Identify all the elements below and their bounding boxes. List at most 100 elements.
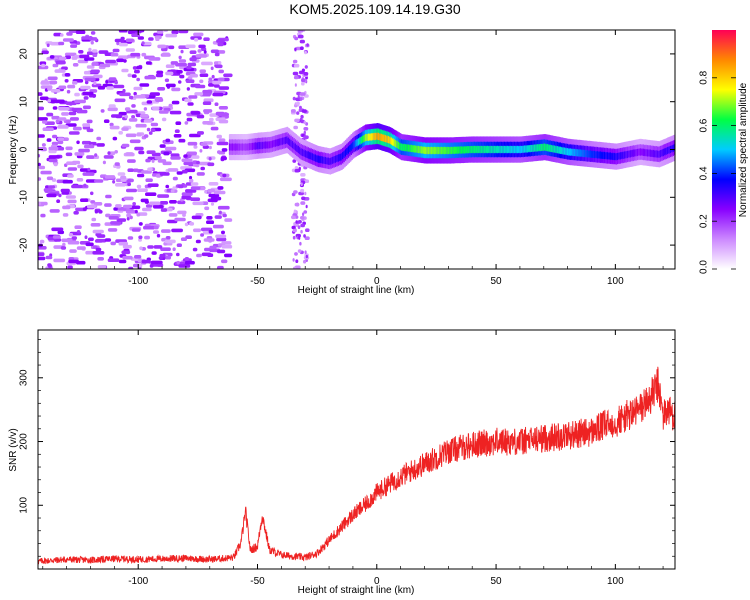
spectrogram-noise-cell [186, 151, 197, 156]
spectrogram-noise-cell [38, 92, 43, 96]
spectrogram-noise-cell [217, 42, 224, 47]
spectrogram-noise-cell [40, 170, 52, 175]
spectrogram-noise-cell [295, 259, 299, 263]
spectrogram-noise-cell [131, 228, 141, 232]
spectrogram-noise-cell [178, 264, 191, 268]
spectrogram-noise-cell [143, 119, 153, 123]
spectrogram-noise-cell [38, 256, 46, 261]
spectrogram-noise-cell [217, 150, 221, 154]
spectrogram-noise-cell [74, 152, 85, 156]
spectrogram-noise-cell [115, 183, 126, 187]
spectrogram-noise-cell [87, 167, 91, 172]
spectrogram-noise-cell [126, 216, 130, 221]
spectrogram-noise-cell [62, 242, 66, 247]
spectrogram-noise-cell [214, 215, 222, 219]
spectrogram-noise-cell [169, 200, 177, 204]
spectrogram-noise-cell [114, 162, 120, 166]
spectrogram-noise-cell [50, 41, 61, 46]
spectrogram-noise-cell [78, 50, 84, 54]
spectrogram-noise-cell [217, 77, 225, 82]
spectrogram-noise-cell [48, 185, 56, 189]
spectrogram-noise-cell [129, 215, 133, 220]
spectrogram-noise-cell [49, 209, 60, 213]
spectrogram-noise-cell [294, 168, 300, 173]
spectrogram-noise-cell [217, 112, 229, 117]
spectrogram-noise-cell [293, 75, 299, 80]
spectrogram-noise-cell [107, 107, 118, 112]
spectrogram-noise-cell [38, 201, 41, 206]
spectrogram-noise-cell [220, 156, 227, 161]
colorbar-axis: 0.0 0.2 0.4 0.6 0.8 [699, 70, 736, 274]
spectrogram-noise-cell [82, 105, 91, 110]
spectrogram-noise-cell [160, 247, 171, 251]
spectrogram-noise-cell [136, 132, 142, 137]
spectrogram-noise-cell [221, 244, 233, 249]
spectrogram-noise-cell [80, 85, 91, 90]
spectrogram-noise-cell [296, 101, 300, 106]
spectrogram-noise-cell [96, 136, 102, 141]
spectrogram-noise-cell [103, 119, 110, 123]
spectrogram-noise-cell [82, 172, 95, 176]
spectrogram-noise-cell [72, 63, 79, 67]
spectrogram-noise-cell [218, 210, 222, 215]
spectrogram-noise-cell [62, 38, 74, 42]
spectrogram-noise-cell [199, 73, 209, 77]
spectrogram-noise-cell [293, 125, 298, 130]
spectrogram-noise-cell [176, 171, 183, 175]
spectrogram-noise-cell [50, 89, 61, 93]
spectrogram-noise-cell [222, 173, 227, 178]
spectrogram-noise-cell [103, 155, 114, 159]
spectrogram-noise-cell [130, 52, 141, 57]
spectrogram-noise-cell [132, 66, 137, 70]
spectrogram-noise-cell [114, 98, 126, 103]
spectrogram-noise-cell [46, 193, 57, 198]
spectrogram-noise-cell [301, 109, 307, 113]
spectrogram-noise-cell [122, 255, 133, 260]
spectrogram-noise-cell [46, 112, 54, 117]
spectrogram-noise-cell [123, 204, 133, 209]
spectrogram-noise-cell [84, 235, 88, 239]
spectrogram-noise-cell [56, 199, 61, 203]
spectrogram-noise-cell [86, 65, 95, 69]
spectrogram-noise-cell [60, 246, 67, 250]
spectrogram-noise-cell [192, 163, 198, 167]
spectrogram-noise-cell [54, 69, 66, 73]
spectrogram-noise-cell [151, 159, 155, 163]
spectrogram-noise-cell [107, 258, 120, 262]
spectrogram-noise-cell [301, 196, 306, 201]
spectrogram-noise-cell [296, 111, 300, 115]
spectrogram-noise-cell [120, 175, 127, 180]
spectrogram-noise-cell [150, 122, 159, 127]
spectrogram-noise-cell [186, 87, 190, 91]
spectrogram-x-axis-title: Height of straight line (km) [298, 285, 415, 296]
spectrogram-noise-cell [46, 176, 54, 181]
spectrogram-noise-cell [119, 92, 131, 97]
spectrogram-noise-cell [137, 173, 145, 178]
spectrogram-noise-cell [176, 70, 183, 74]
spectrogram-noise-cell [139, 246, 143, 250]
spectrogram-noise-cell [304, 94, 309, 98]
spectrogram-noise-cell [117, 172, 126, 176]
x-tick-label: 100 [607, 276, 624, 287]
spectrogram-noise-cell [201, 252, 212, 257]
spectrogram-noise-cell [57, 125, 69, 129]
spectrogram-noise-cell [95, 232, 102, 237]
spectrogram-noise-cell [145, 204, 153, 208]
spectrogram-noise-cell [304, 50, 307, 55]
spectrogram-noise-cell [219, 177, 232, 182]
spectrogram-noise-cell [68, 259, 79, 264]
spectrogram-noise-cell [171, 100, 180, 105]
spectrogram-noise-cell [196, 172, 205, 176]
spectrogram-noise-cell [123, 196, 134, 201]
spectrogram-noise-cell [62, 213, 69, 217]
spectrogram-noise-cell [129, 139, 141, 144]
spectrogram-noise-cell [161, 47, 168, 52]
spectrogram-noise-cell [72, 160, 81, 165]
spectrogram-noise-cell [123, 59, 127, 63]
spectrogram-noise-cell [202, 145, 209, 149]
spectrogram-noise-cell [58, 117, 67, 121]
spectrogram-noise-cell [57, 137, 65, 141]
spectrogram-noise-cell [147, 183, 159, 187]
spectrogram-noise-cell [191, 215, 202, 220]
spectrogram-noise-cell [216, 134, 222, 139]
